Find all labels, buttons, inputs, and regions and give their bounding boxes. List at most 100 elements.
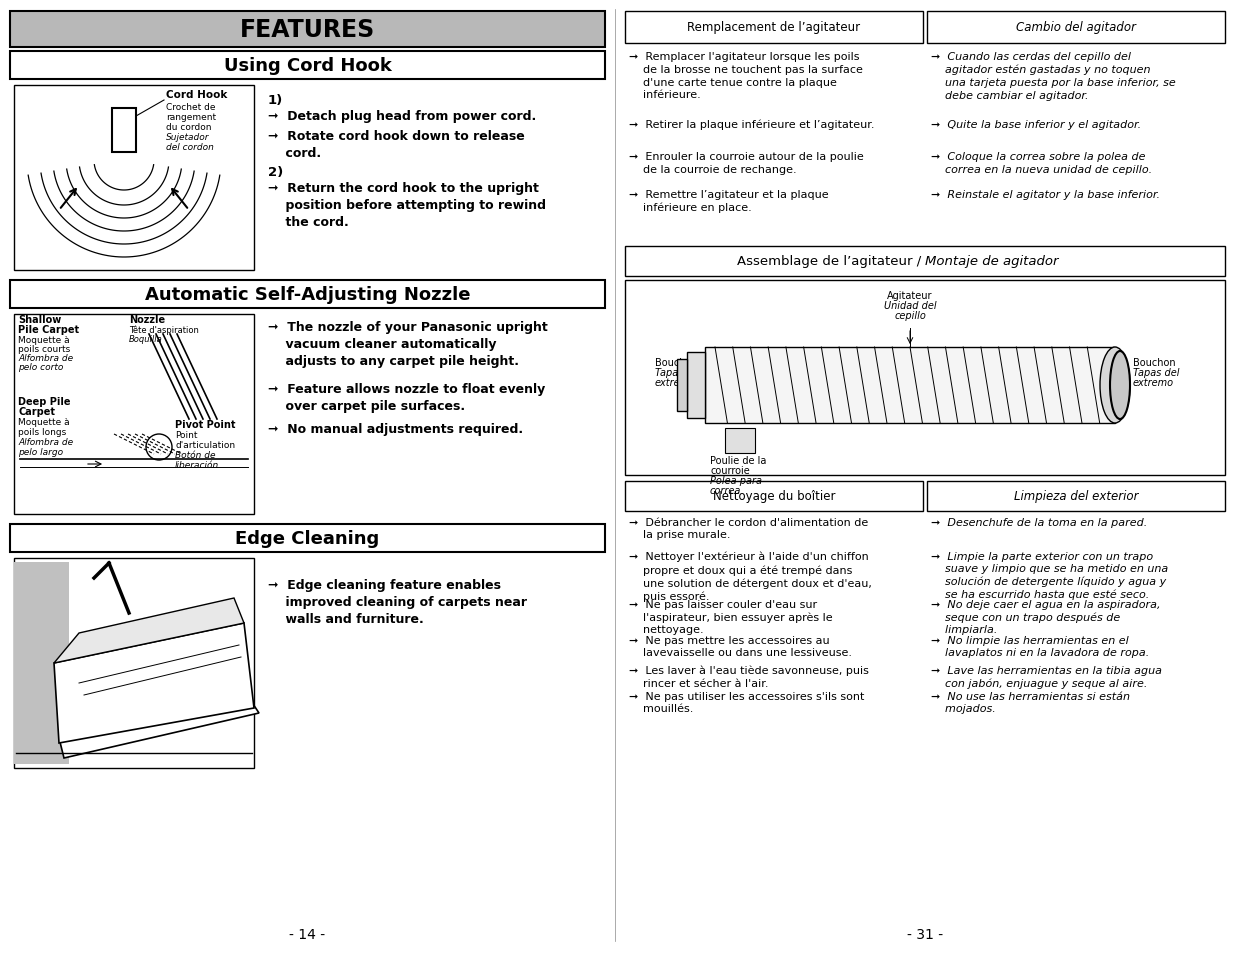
- Text: ➞  The nozzle of your Panasonic upright
    vacuum cleaner automatically
    adj: ➞ The nozzle of your Panasonic upright v…: [268, 320, 548, 368]
- Text: Using Cord Hook: Using Cord Hook: [224, 57, 391, 75]
- Text: extremo: extremo: [655, 377, 697, 388]
- Text: ➞  Les laver à l'eau tiède savonneuse, puis
    rincer et sécher à l'air.: ➞ Les laver à l'eau tiède savonneuse, pu…: [629, 665, 869, 688]
- Text: Montaje de agitador: Montaje de agitador: [925, 255, 1058, 268]
- Text: pelo corto: pelo corto: [19, 363, 63, 372]
- Text: Cambio del agitador: Cambio del agitador: [1016, 22, 1136, 34]
- Text: ➞  Coloque la correa sobre la polea de
    correa en la nueva unidad de cepillo.: ➞ Coloque la correa sobre la polea de co…: [931, 152, 1152, 174]
- Text: ➞  Lave las herramientas en la tibia agua
    con jabón, enjuague y seque al air: ➞ Lave las herramientas en la tibia agua…: [931, 665, 1162, 688]
- Text: Alfombra de: Alfombra de: [19, 437, 73, 447]
- Text: - 14 -: - 14 -: [289, 927, 326, 941]
- Text: ➞  Limpie la parte exterior con un trapo
    suave y limpio que se ha metido en : ➞ Limpie la parte exterior con un trapo …: [931, 552, 1168, 599]
- Text: du cordon: du cordon: [165, 123, 211, 132]
- Text: ➞  Retirer la plaque inférieure et l’agitateur.: ➞ Retirer la plaque inférieure et l’agit…: [629, 120, 874, 131]
- Text: Cord Hook: Cord Hook: [165, 90, 227, 100]
- Bar: [725, 429, 755, 454]
- Text: courroie: courroie: [710, 465, 750, 476]
- Polygon shape: [54, 598, 245, 663]
- Text: ➞  Ne pas mettre les accessoires au
    lavevaisselle ou dans une lessiveuse.: ➞ Ne pas mettre les accessoires au lavev…: [629, 636, 852, 658]
- Text: Tête d'aspiration: Tête d'aspiration: [128, 325, 199, 335]
- Text: Shallow: Shallow: [19, 314, 62, 325]
- Text: Crochet de: Crochet de: [165, 103, 215, 112]
- Text: ➞  Edge cleaning feature enables
    improved cleaning of carpets near
    walls: ➞ Edge cleaning feature enables improved…: [268, 578, 527, 625]
- Text: Boquilla: Boquilla: [128, 335, 163, 344]
- Text: Poulie de la: Poulie de la: [710, 456, 767, 465]
- Text: Limpieza del exterior: Limpieza del exterior: [1014, 490, 1139, 503]
- Text: Carpet: Carpet: [19, 407, 56, 416]
- Text: ➞  Ne pas utiliser les accessoires s'ils sont
    mouillés.: ➞ Ne pas utiliser les accessoires s'ils …: [629, 691, 864, 714]
- Text: Tapas del: Tapas del: [1132, 368, 1179, 377]
- Text: Edge Cleaning: Edge Cleaning: [236, 530, 379, 547]
- Text: ➞  Desenchufe de la toma en la pared.: ➞ Desenchufe de la toma en la pared.: [931, 517, 1147, 527]
- Bar: [10, 12, 605, 48]
- Text: ➞  Débrancher le cordon d'alimentation de
    la prise murale.: ➞ Débrancher le cordon d'alimentation de…: [629, 517, 868, 539]
- Text: ➞  Remettre l’agitateur et la plaque
    inférieure en place.: ➞ Remettre l’agitateur et la plaque infé…: [629, 190, 829, 213]
- Polygon shape: [59, 699, 259, 759]
- Text: ➞  No manual adjustments required.: ➞ No manual adjustments required.: [268, 422, 524, 436]
- Text: ➞  Return the cord hook to the upright
    position before attempting to rewind
: ➞ Return the cord hook to the upright po…: [268, 182, 546, 229]
- Text: correa: correa: [710, 485, 741, 496]
- Text: Botón de: Botón de: [175, 451, 215, 459]
- Bar: [10, 281, 605, 309]
- Text: ➞  Cuando las cerdas del cepillo del
    agitador estén gastadas y no toquen
   : ➞ Cuando las cerdas del cepillo del agit…: [931, 52, 1176, 101]
- Bar: [625, 481, 923, 512]
- Text: ➞  No deje caer el agua en la aspiradora,
    seque con un trapo después de
    : ➞ No deje caer el agua en la aspiradora,…: [931, 599, 1161, 635]
- Text: Tapas del: Tapas del: [655, 368, 701, 377]
- Text: ➞  Enrouler la courroie autour de la poulie
    de la courroie de rechange.: ➞ Enrouler la courroie autour de la poul…: [629, 152, 863, 174]
- Text: Moquette à: Moquette à: [19, 335, 69, 345]
- Text: Alfombra de: Alfombra de: [19, 354, 73, 363]
- Text: Unidad del: Unidad del: [884, 301, 936, 311]
- Text: poils courts: poils courts: [19, 345, 70, 354]
- Text: ➞  Feature allows nozzle to float evenly
    over carpet pile surfaces.: ➞ Feature allows nozzle to float evenly …: [268, 382, 545, 413]
- Bar: [625, 12, 923, 44]
- Text: 2): 2): [268, 166, 283, 179]
- Text: ➞  No use las herramientas si están
    mojados.: ➞ No use las herramientas si están mojad…: [931, 691, 1130, 714]
- Text: - 31 -: - 31 -: [906, 927, 944, 941]
- Text: Pivot Point: Pivot Point: [175, 419, 236, 430]
- Bar: [927, 12, 1225, 44]
- Text: ➞  Remplacer l'agitateur lorsque les poils
    de la brosse ne touchent pas la s: ➞ Remplacer l'agitateur lorsque les poil…: [629, 52, 863, 100]
- Text: Assemblage de l’agitateur /: Assemblage de l’agitateur /: [736, 255, 925, 268]
- Bar: [927, 481, 1225, 512]
- Bar: [14, 558, 254, 768]
- Text: FEATURES: FEATURES: [240, 18, 375, 42]
- Text: poils longs: poils longs: [19, 428, 67, 436]
- Text: ➞  Ne pas laisser couler d'eau sur
    l'aspirateur, bien essuyer après le
    n: ➞ Ne pas laisser couler d'eau sur l'aspi…: [629, 599, 832, 635]
- Text: ➞  Reinstale el agitator y la base inferior.: ➞ Reinstale el agitator y la base inferi…: [931, 190, 1160, 200]
- Text: ➞  Rotate cord hook down to release
    cord.: ➞ Rotate cord hook down to release cord.: [268, 130, 525, 160]
- Text: cepillo: cepillo: [894, 311, 926, 320]
- Bar: [10, 52, 605, 80]
- Text: ➞  No limpie las herramientas en el
    lavaplatos ni en la lavadora de ropa.: ➞ No limpie las herramientas en el lavap…: [931, 636, 1150, 658]
- Text: rangement: rangement: [165, 112, 216, 122]
- Text: Point: Point: [175, 431, 198, 439]
- Text: Pile Carpet: Pile Carpet: [19, 325, 79, 335]
- Text: Remplacement de l’agitateur: Remplacement de l’agitateur: [688, 22, 861, 34]
- Text: Nozzle: Nozzle: [128, 314, 165, 325]
- Ellipse shape: [1110, 352, 1130, 419]
- Text: extremo: extremo: [1132, 377, 1174, 388]
- Bar: [705, 348, 1115, 423]
- Bar: [625, 281, 1225, 476]
- Bar: [112, 109, 136, 152]
- Bar: [14, 314, 254, 515]
- Text: ➞  Quite la base inferior y el agitador.: ➞ Quite la base inferior y el agitador.: [931, 120, 1141, 130]
- Text: Deep Pile: Deep Pile: [19, 396, 70, 407]
- Text: pelo largo: pelo largo: [19, 448, 63, 456]
- Text: Sujetador: Sujetador: [165, 132, 210, 142]
- Text: Moquette à: Moquette à: [19, 417, 69, 427]
- Text: liberación: liberación: [175, 460, 220, 470]
- Text: Automatic Self-Adjusting Nozzle: Automatic Self-Adjusting Nozzle: [144, 286, 471, 304]
- Bar: [14, 86, 254, 271]
- Text: d'articulation: d'articulation: [175, 440, 235, 450]
- Text: Nettoyage du boîtier: Nettoyage du boîtier: [713, 490, 835, 503]
- Bar: [687, 353, 705, 418]
- Text: Bouchon: Bouchon: [1132, 357, 1176, 368]
- Text: 1): 1): [268, 94, 283, 107]
- Text: del cordon: del cordon: [165, 143, 214, 152]
- Bar: [625, 247, 1225, 276]
- Text: Agitateur: Agitateur: [887, 291, 932, 301]
- Bar: [10, 524, 605, 553]
- Bar: [14, 562, 69, 764]
- Text: ➞  Detach plug head from power cord.: ➞ Detach plug head from power cord.: [268, 110, 536, 123]
- Bar: [677, 359, 687, 412]
- Text: Polea para: Polea para: [710, 476, 762, 485]
